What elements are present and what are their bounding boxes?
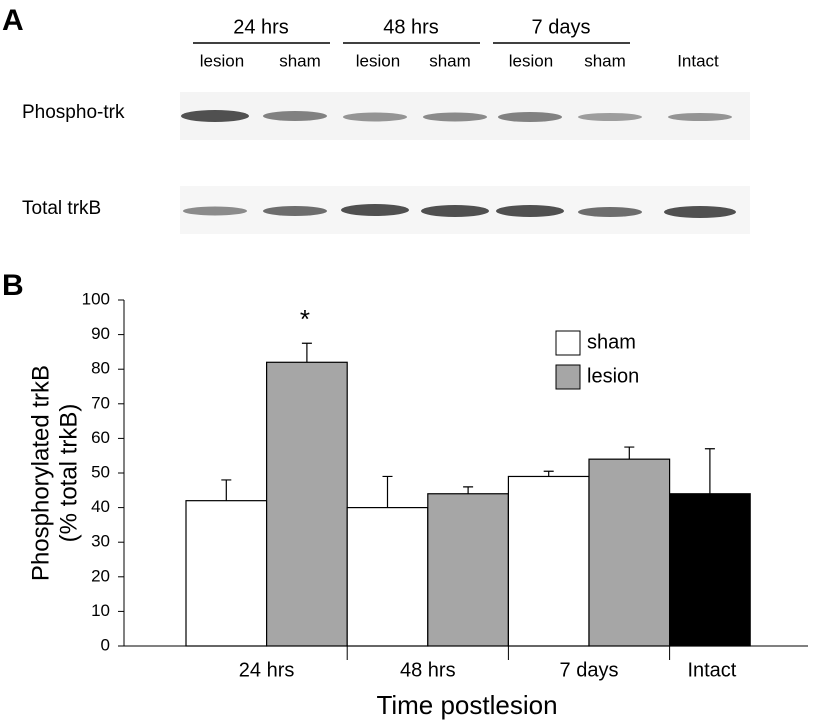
legend-swatch xyxy=(555,364,581,390)
y-tick-label: 70 xyxy=(91,393,110,412)
y-tick-label: 80 xyxy=(91,359,110,378)
y-tick-label: 0 xyxy=(101,635,110,654)
lane-label: sham xyxy=(584,51,626,70)
y-axis-title: Phosphorylated trkB xyxy=(27,365,54,581)
lane-label: lesion xyxy=(356,51,400,70)
lane-label: sham xyxy=(279,51,321,70)
lane-label: lesion xyxy=(509,51,553,70)
x-tick-label: 7 days xyxy=(560,659,619,681)
error-bar xyxy=(624,446,635,460)
bar xyxy=(588,458,671,647)
bar xyxy=(427,493,509,647)
legend-label: lesion xyxy=(587,365,639,387)
x-tick-label: 48 hrs xyxy=(400,659,456,681)
bar xyxy=(185,500,268,647)
panel-label: B xyxy=(2,269,24,302)
group-label: 48 hrs xyxy=(383,16,439,38)
y-tick-label: 90 xyxy=(91,324,110,343)
y-axis-title: (% total trkB) xyxy=(55,404,82,543)
x-axis-title: Time postlesion xyxy=(376,690,557,720)
legend-label: sham xyxy=(587,331,636,353)
lane-label: Intact xyxy=(677,51,719,70)
blot xyxy=(180,42,750,234)
group-label: 7 days xyxy=(532,16,591,38)
x-tick-label: 24 hrs xyxy=(239,659,295,681)
x-tick-label: Intact xyxy=(687,659,736,681)
y-tick-label: 10 xyxy=(91,601,110,620)
y-tick-label: 100 xyxy=(82,289,110,308)
bar xyxy=(507,475,590,647)
error-bar xyxy=(543,470,554,477)
group-label: 24 hrs xyxy=(233,16,289,38)
y-tick-label: 30 xyxy=(91,532,110,551)
y-tick-label: 40 xyxy=(91,497,110,516)
error-bar xyxy=(221,479,232,501)
y-tick-label: 60 xyxy=(91,428,110,447)
bar xyxy=(668,493,751,647)
y-tick-label: 20 xyxy=(91,566,110,585)
error-bar xyxy=(463,486,474,494)
lane-label: lesion xyxy=(200,51,244,70)
error-bar xyxy=(704,448,715,494)
error-bar xyxy=(301,342,312,363)
error-bar xyxy=(382,475,393,508)
row-label: Phospho-trk xyxy=(22,102,125,123)
panel-label: A xyxy=(2,4,24,37)
y-tick-label: 50 xyxy=(91,462,110,481)
lane-label: sham xyxy=(429,51,471,70)
annotation: * xyxy=(300,304,310,334)
bar xyxy=(346,507,429,647)
row-label: Total trkB xyxy=(22,198,101,219)
legend-swatch xyxy=(555,330,581,356)
bands xyxy=(181,110,736,218)
bar xyxy=(266,361,348,647)
